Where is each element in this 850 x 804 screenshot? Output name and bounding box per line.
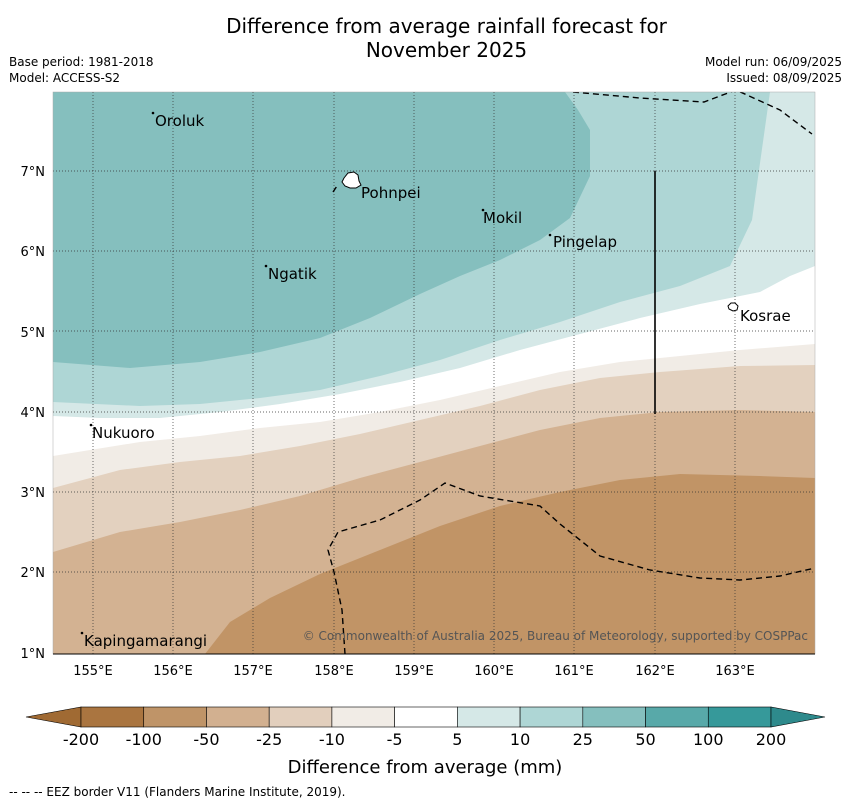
lat-label: 6°N bbox=[21, 245, 46, 260]
place-label-pohnpei: Pohnpei bbox=[361, 184, 421, 202]
colorbar-swatch bbox=[707, 706, 772, 728]
colorbar-tick-label: 25 bbox=[573, 730, 593, 749]
ngatik-island bbox=[264, 264, 268, 268]
colorbar-label: Difference from average (mm) bbox=[288, 757, 563, 778]
eez-border-south bbox=[327, 482, 815, 654]
base-period: Base period: 1981-2018 bbox=[9, 55, 154, 69]
pohnpei-island bbox=[341, 171, 362, 189]
place-label-kapingamarangi: Kapingamarangi bbox=[84, 632, 207, 650]
rainfall-map bbox=[53, 92, 815, 654]
eez-borders bbox=[327, 92, 815, 654]
oroluk-island bbox=[151, 111, 155, 115]
colorbar-swatch bbox=[519, 706, 584, 728]
colorbar-swatch bbox=[206, 706, 270, 728]
eez-border-pohnpei bbox=[332, 185, 338, 193]
kapinga-island bbox=[80, 631, 84, 635]
islands bbox=[80, 111, 739, 635]
place-label-pingelap: Pingelap bbox=[553, 233, 617, 251]
pingelap-island bbox=[548, 233, 552, 237]
map-title: Difference from average rainfall forecas… bbox=[0, 14, 850, 62]
nukuoro-island bbox=[89, 423, 93, 427]
colorbar-tick-label: -200 bbox=[63, 730, 99, 749]
place-labels: Oroluk Pohnpei Mokil Pingelap Ngatik Kos… bbox=[84, 112, 791, 650]
colorbar-under-arrow bbox=[25, 706, 82, 728]
lon-label: 155°E bbox=[73, 664, 113, 679]
title-line-1: Difference from average rainfall forecas… bbox=[226, 14, 667, 38]
title-line-2: November 2025 bbox=[365, 38, 528, 62]
place-label-mokil: Mokil bbox=[483, 209, 522, 227]
colorbar-swatch bbox=[331, 706, 395, 728]
lat-label: 4°N bbox=[21, 406, 46, 421]
place-label-ngatik: Ngatik bbox=[268, 265, 317, 283]
band-plus-25 bbox=[53, 92, 590, 368]
colorbar-swatch bbox=[394, 706, 458, 728]
lat-label: 3°N bbox=[21, 486, 46, 501]
place-label-oroluk: Oroluk bbox=[155, 112, 204, 130]
colorbar-swatch bbox=[582, 706, 646, 728]
colorbar-over-arrow bbox=[770, 706, 826, 728]
lat-label: 2°N bbox=[21, 566, 46, 581]
lon-label: 161°E bbox=[554, 664, 594, 679]
lon-label: 157°E bbox=[233, 664, 273, 679]
colorbar-swatch bbox=[645, 706, 709, 728]
colorbar-tick-label: 10 bbox=[510, 730, 530, 749]
model-run: Model run: 06/09/2025 bbox=[704, 55, 842, 69]
colorbar-tick-label: 5 bbox=[452, 730, 462, 749]
colorbar-tick-label: 200 bbox=[756, 730, 787, 749]
colorbar-tick-label: -5 bbox=[387, 730, 403, 749]
mokil-island bbox=[481, 208, 485, 212]
lon-label: 158°E bbox=[314, 664, 354, 679]
colorbar-swatch bbox=[457, 706, 521, 728]
colorbar-tick-label: 100 bbox=[693, 730, 724, 749]
longitude-labels: 155°E 156°E 157°E 158°E 159°E 160°E 161°… bbox=[73, 664, 755, 679]
copyright-text: © Commonwealth of Australia 2025, Bureau… bbox=[303, 629, 808, 643]
colorbar-tick-label: -100 bbox=[126, 730, 162, 749]
lat-label: 5°N bbox=[21, 326, 46, 341]
meta-left: Base period: 1981-2018 Model: ACCESS-S2 bbox=[9, 54, 154, 86]
colorbar-swatch bbox=[143, 706, 207, 728]
colorbar-tick-label: -25 bbox=[256, 730, 282, 749]
colorbar-swatch bbox=[268, 706, 333, 728]
lon-label: 159°E bbox=[394, 664, 434, 679]
colorbar-tick-label: -10 bbox=[319, 730, 345, 749]
place-label-nukuoro: Nukuoro bbox=[92, 424, 155, 442]
colorbar-swatch bbox=[80, 706, 145, 728]
meta-right: Model run: 06/09/2025 Issued: 08/09/2025 bbox=[705, 54, 842, 86]
lat-label: 1°N bbox=[21, 647, 46, 662]
colorbar-tick-label: -50 bbox=[193, 730, 219, 749]
colorbar: -200 -100 -50 -25 -10 -5 5 10 25 50 100 200 bbox=[25, 706, 826, 749]
eez-border-north bbox=[572, 92, 813, 135]
issued-date: Issued: 08/09/2025 bbox=[726, 71, 842, 85]
lat-label: 7°N bbox=[21, 165, 46, 180]
lon-label: 162°E bbox=[635, 664, 675, 679]
lon-label: 163°E bbox=[715, 664, 755, 679]
latitude-labels: 7°N 6°N 5°N 4°N 3°N 2°N 1°N bbox=[21, 165, 46, 662]
lon-label: 156°E bbox=[153, 664, 193, 679]
colorbar-tick-label: 50 bbox=[635, 730, 655, 749]
place-label-kosrae: Kosrae bbox=[740, 307, 791, 325]
kosrae-island bbox=[727, 302, 739, 312]
map-grid bbox=[53, 92, 815, 654]
lon-label: 160°E bbox=[474, 664, 514, 679]
eez-legend-footnote: -- -- -- EEZ border V11 (Flanders Marine… bbox=[9, 785, 346, 799]
model-name: Model: ACCESS-S2 bbox=[9, 71, 121, 85]
